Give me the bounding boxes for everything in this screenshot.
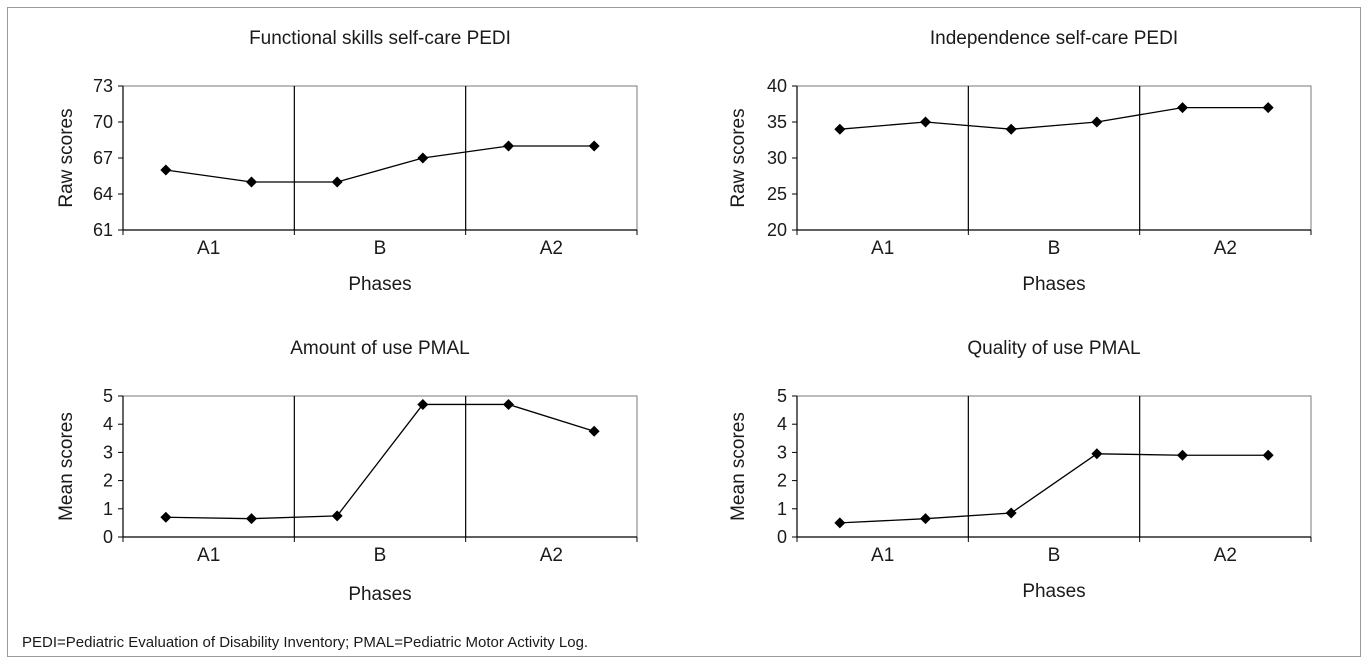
y-axis-label: Raw scores <box>728 108 749 207</box>
data-point-marker <box>1005 123 1017 135</box>
data-point-marker <box>503 140 514 152</box>
phase-label: A1 <box>197 238 220 259</box>
y-tick-label: 35 <box>767 112 787 132</box>
x-axis-label: Phases <box>1022 581 1085 602</box>
data-point-marker <box>331 176 343 188</box>
y-tick-label: 40 <box>767 76 787 96</box>
phase-label: B <box>1048 238 1061 259</box>
data-point-marker <box>503 398 514 410</box>
data-point-marker <box>920 513 931 525</box>
phase-label: A2 <box>540 545 563 566</box>
phase-label: A1 <box>871 545 894 566</box>
y-tick-label: 64 <box>93 184 113 204</box>
data-point-marker <box>331 510 343 522</box>
y-axis-label: Mean scores <box>728 412 749 521</box>
y-axis-label: Mean scores <box>56 412 77 521</box>
data-point-marker <box>1177 449 1188 461</box>
y-tick-label: 5 <box>103 386 113 406</box>
y-tick-label: 2 <box>777 471 787 491</box>
plot-area <box>122 395 638 538</box>
data-point-marker <box>834 517 846 529</box>
data-point-marker <box>1262 102 1274 114</box>
phase-label: A2 <box>1214 545 1237 566</box>
data-point-marker <box>160 164 172 176</box>
series-line <box>165 403 595 520</box>
series-line <box>839 453 1269 524</box>
chart-title: Quality of use PMAL <box>967 338 1140 359</box>
data-point-marker <box>160 511 172 523</box>
y-tick-label: 3 <box>103 442 113 462</box>
data-point-marker <box>1091 116 1103 128</box>
x-axis-label: Phases <box>1022 274 1085 295</box>
y-tick-label: 30 <box>767 148 787 168</box>
y-tick-label: 2 <box>103 471 113 491</box>
phase-label: B <box>374 545 387 566</box>
phase-label: A2 <box>1214 238 1237 259</box>
chart-title: Independence self-care PEDI <box>930 28 1178 49</box>
y-tick-label: 0 <box>103 527 113 547</box>
y-tick-label: 5 <box>777 386 787 406</box>
data-point-marker <box>1091 448 1103 460</box>
phase-label: A2 <box>540 238 563 259</box>
y-tick-label: 1 <box>103 499 113 519</box>
y-axis-label: Raw scores <box>56 108 77 207</box>
y-tick-label: 70 <box>93 112 113 132</box>
y-tick-label: 0 <box>777 527 787 547</box>
plot-area <box>122 85 638 231</box>
x-axis-label: Phases <box>348 584 411 605</box>
y-tick-label: 20 <box>767 220 787 240</box>
y-tick-label: 67 <box>93 148 113 168</box>
phase-label: A1 <box>871 238 894 259</box>
data-point-marker <box>417 398 429 410</box>
data-point-marker <box>1005 507 1017 519</box>
phase-label: B <box>1048 545 1061 566</box>
data-point-marker <box>588 425 600 437</box>
phase-label: A1 <box>197 545 220 566</box>
data-point-marker <box>246 176 257 188</box>
y-tick-label: 61 <box>93 220 113 240</box>
data-point-marker <box>588 140 600 152</box>
data-point-marker <box>246 513 257 525</box>
phase-label: B <box>374 238 387 259</box>
data-point-marker <box>1262 449 1274 461</box>
data-point-marker <box>1177 102 1188 114</box>
x-axis-label: Phases <box>348 274 411 295</box>
footnote: PEDI=Pediatric Evaluation of Disability … <box>22 634 589 651</box>
chart-title: Functional skills self-care PEDI <box>249 28 511 49</box>
y-tick-label: 4 <box>103 414 113 434</box>
y-tick-label: 3 <box>777 442 787 462</box>
y-tick-label: 73 <box>93 76 113 96</box>
y-tick-label: 25 <box>767 184 787 204</box>
data-point-marker <box>920 116 931 128</box>
chart-title: Amount of use PMAL <box>290 338 470 359</box>
y-tick-label: 1 <box>777 499 787 519</box>
series-line <box>839 106 1269 130</box>
y-tick-label: 4 <box>777 414 787 434</box>
plot-area <box>796 395 1312 538</box>
series-line <box>165 145 595 183</box>
data-point-marker <box>417 152 429 164</box>
data-point-marker <box>834 123 846 135</box>
